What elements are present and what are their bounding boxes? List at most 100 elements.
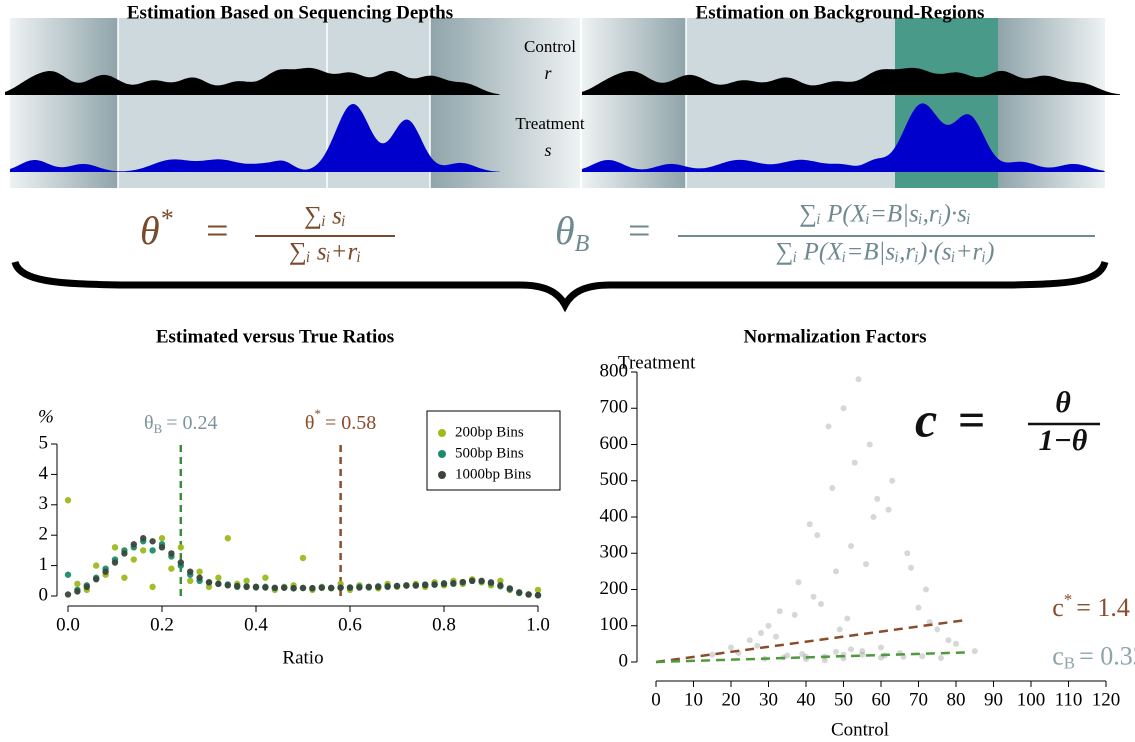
point <box>487 579 495 586</box>
point <box>299 554 307 562</box>
point <box>365 583 372 591</box>
point <box>844 615 851 622</box>
symbol: θ <box>305 412 315 434</box>
point <box>64 571 72 578</box>
point <box>776 608 783 615</box>
point <box>83 583 91 591</box>
y-tick-label: 3 <box>39 493 49 514</box>
point <box>243 577 250 584</box>
y-tick-label: 4 <box>39 463 49 484</box>
y-axis-label: % <box>38 406 54 427</box>
y-tick-label: 1 <box>39 554 49 575</box>
point <box>795 579 802 586</box>
x-tick-label: 0.0 <box>56 614 80 635</box>
y-tick-label: 0 <box>619 650 629 671</box>
point <box>262 574 269 581</box>
point <box>806 521 813 528</box>
point <box>393 582 401 590</box>
region <box>430 18 580 188</box>
track-label: Control <box>524 37 576 56</box>
x-tick-label: 80 <box>947 689 966 710</box>
point <box>833 648 839 655</box>
point <box>810 593 817 600</box>
point <box>919 653 926 660</box>
point <box>848 543 854 549</box>
point <box>149 547 156 554</box>
point <box>130 541 137 548</box>
label-text: = 1.4 <box>1076 593 1130 622</box>
formula-op: = <box>958 394 985 447</box>
fit-line <box>655 651 968 664</box>
point <box>459 578 466 586</box>
point <box>102 568 109 575</box>
point <box>121 574 128 581</box>
point <box>870 514 877 520</box>
superscript: * <box>1064 590 1072 609</box>
point <box>158 535 166 542</box>
point <box>403 582 410 589</box>
legend-label: 200bp Bins <box>455 424 524 440</box>
point <box>318 584 325 591</box>
point <box>534 586 542 594</box>
point <box>375 583 382 591</box>
panel-title: Estimation on Background-Regions <box>696 2 985 23</box>
x-tick-label: 30 <box>759 689 778 710</box>
formula-numerator: ∑ᵢ P(Xᵢ=B|sᵢ,rᵢ)·sᵢ <box>799 201 971 228</box>
point <box>149 583 156 591</box>
x-axis-label: Ratio <box>282 647 323 668</box>
y-tick-label: 700 <box>600 397 629 418</box>
x-tick-label: 110 <box>1055 689 1083 710</box>
x-tick-label: 0.8 <box>432 614 456 635</box>
track-symbol: r <box>544 63 552 83</box>
point <box>840 405 847 412</box>
point <box>825 423 832 430</box>
point <box>215 574 222 581</box>
label-text: = 0.32 <box>1079 641 1135 670</box>
legend-label: 500bp Bins <box>455 445 524 461</box>
x-tick-label: 0.2 <box>150 614 174 635</box>
point <box>469 577 476 584</box>
x-tick-label: 70 <box>909 689 928 710</box>
point <box>111 559 119 566</box>
label-text: = 0.24 <box>166 412 217 434</box>
point <box>934 626 941 633</box>
legend: 200bp Bins 500bp Bins 1000bp Bins <box>426 410 561 491</box>
point <box>140 535 147 542</box>
point <box>252 583 260 591</box>
point <box>243 583 250 591</box>
point <box>196 568 203 575</box>
point <box>855 376 862 383</box>
x-axis-label: Control <box>831 719 889 740</box>
point <box>299 584 307 592</box>
point <box>205 583 213 591</box>
point <box>450 580 457 587</box>
y-tick-label: 300 <box>600 542 629 563</box>
point <box>525 591 532 598</box>
formula-c: c = θ 1−θ <box>915 386 1100 457</box>
y-tick-label: 0 <box>39 584 49 605</box>
point <box>746 637 753 644</box>
point <box>784 652 791 659</box>
symbol: c <box>1052 593 1064 622</box>
point <box>866 441 873 448</box>
track-label: Treatment <box>515 114 585 133</box>
point <box>168 565 175 572</box>
y-tick-label: 200 <box>600 578 629 599</box>
point <box>356 584 363 591</box>
label-text: = 0.58 <box>325 412 376 434</box>
x-tick-label: 60 <box>872 689 891 710</box>
point <box>290 584 297 592</box>
region <box>686 18 895 188</box>
point <box>149 538 156 545</box>
point <box>74 588 81 595</box>
point <box>885 506 892 513</box>
formula-denominator: 1−θ <box>1039 424 1088 457</box>
point <box>187 568 194 575</box>
subscript: B <box>1064 653 1075 672</box>
formula-op: = <box>628 208 651 253</box>
point <box>908 564 914 571</box>
symbol: c <box>1052 641 1064 670</box>
formula-denominator: ∑ᵢ P(Xᵢ=B|sᵢ,rᵢ)·(sᵢ+rᵢ) <box>776 239 995 266</box>
point <box>945 637 952 644</box>
point <box>818 601 824 607</box>
